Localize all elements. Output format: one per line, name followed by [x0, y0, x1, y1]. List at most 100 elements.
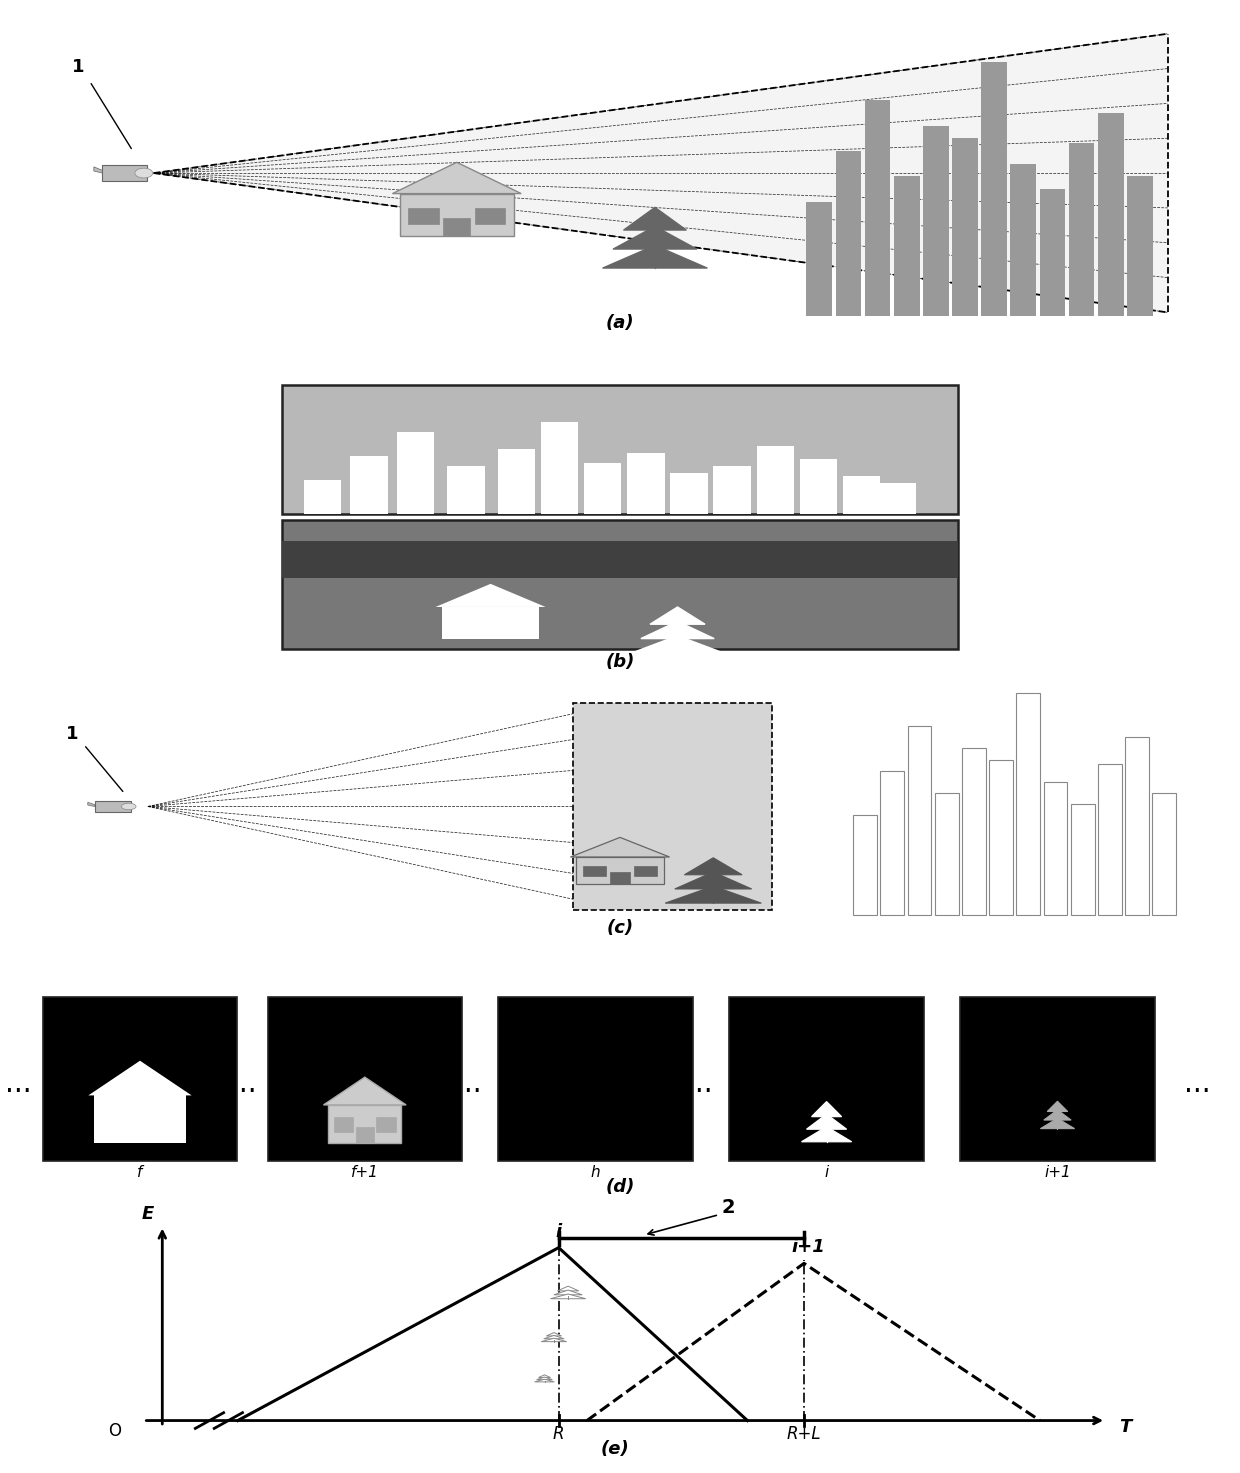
Polygon shape — [356, 1127, 373, 1143]
Bar — [843, 476, 880, 514]
Bar — [350, 457, 388, 514]
Polygon shape — [613, 227, 697, 249]
Text: f+1: f+1 — [351, 1165, 378, 1180]
Bar — [853, 815, 877, 915]
Polygon shape — [577, 857, 663, 884]
Polygon shape — [811, 1102, 842, 1117]
Bar — [671, 473, 708, 514]
Bar — [584, 463, 621, 514]
Bar — [756, 446, 794, 514]
Polygon shape — [558, 1286, 579, 1290]
Polygon shape — [392, 162, 521, 193]
Polygon shape — [675, 872, 751, 890]
Bar — [1127, 177, 1153, 315]
Text: (e): (e) — [601, 1439, 630, 1458]
Bar — [1069, 143, 1095, 315]
Bar — [497, 449, 536, 514]
Polygon shape — [408, 208, 439, 224]
Polygon shape — [801, 1127, 852, 1142]
Polygon shape — [544, 1336, 564, 1339]
Bar — [952, 138, 978, 315]
Text: i+1: i+1 — [792, 1239, 826, 1256]
Bar — [1017, 692, 1040, 915]
Circle shape — [135, 168, 153, 178]
Polygon shape — [441, 607, 539, 639]
Polygon shape — [684, 857, 742, 875]
Text: i: i — [556, 1223, 562, 1240]
Bar — [935, 792, 959, 915]
Text: ...: ... — [229, 1069, 257, 1097]
Bar — [864, 100, 890, 315]
Bar — [268, 997, 463, 1161]
Polygon shape — [88, 803, 94, 807]
Bar — [990, 760, 1013, 915]
Bar — [42, 997, 237, 1161]
Text: ...: ... — [686, 1069, 712, 1097]
Bar — [1070, 804, 1095, 915]
Text: O: O — [109, 1423, 122, 1441]
Bar — [806, 202, 832, 315]
Polygon shape — [329, 1105, 402, 1143]
Bar — [729, 997, 924, 1161]
Bar — [713, 467, 751, 514]
Text: h: h — [591, 1165, 600, 1180]
Polygon shape — [634, 866, 657, 876]
Text: T: T — [1118, 1417, 1131, 1436]
Polygon shape — [88, 1061, 192, 1096]
Polygon shape — [534, 1379, 554, 1382]
Polygon shape — [624, 208, 687, 230]
Polygon shape — [641, 622, 714, 639]
Text: 2: 2 — [722, 1198, 735, 1217]
Text: i: i — [825, 1165, 828, 1180]
Bar — [981, 62, 1007, 315]
Polygon shape — [610, 872, 630, 884]
Polygon shape — [583, 866, 606, 876]
Bar — [923, 125, 949, 315]
Text: R: R — [553, 1426, 564, 1444]
Polygon shape — [554, 1290, 583, 1295]
Polygon shape — [551, 1293, 585, 1299]
Text: (b): (b) — [605, 654, 635, 672]
Polygon shape — [1040, 1118, 1075, 1128]
Polygon shape — [1048, 1102, 1068, 1112]
Polygon shape — [537, 1377, 553, 1380]
Bar — [281, 541, 959, 577]
Bar — [1152, 792, 1177, 915]
Polygon shape — [435, 583, 546, 607]
Text: E: E — [143, 1205, 154, 1224]
Polygon shape — [102, 165, 148, 181]
Polygon shape — [334, 1118, 353, 1131]
Bar — [880, 770, 904, 915]
Bar — [908, 726, 931, 915]
Bar — [962, 748, 986, 915]
Bar — [800, 460, 837, 514]
Bar — [1097, 113, 1123, 315]
Text: (a): (a) — [605, 314, 635, 333]
Text: 1: 1 — [67, 725, 79, 744]
Polygon shape — [547, 1333, 562, 1336]
Text: ...: ... — [455, 1069, 481, 1097]
Polygon shape — [94, 166, 102, 172]
Circle shape — [122, 803, 136, 810]
Bar — [836, 150, 862, 315]
Polygon shape — [94, 1096, 186, 1143]
Bar — [627, 452, 665, 514]
Polygon shape — [650, 607, 706, 625]
Text: ...: ... — [5, 1069, 32, 1097]
Text: ...: ... — [1184, 1069, 1210, 1097]
Polygon shape — [443, 218, 470, 237]
Polygon shape — [541, 1339, 567, 1342]
Polygon shape — [475, 208, 506, 224]
Bar — [894, 177, 920, 315]
Text: (c): (c) — [606, 919, 634, 937]
Bar — [304, 480, 341, 514]
Bar — [960, 997, 1154, 1161]
Bar — [1039, 189, 1065, 315]
Bar — [281, 384, 959, 514]
Bar — [397, 433, 434, 514]
Polygon shape — [94, 801, 131, 812]
Polygon shape — [631, 636, 723, 653]
Text: i+1: i+1 — [1044, 1165, 1071, 1180]
Polygon shape — [665, 887, 761, 903]
Bar — [448, 467, 485, 514]
